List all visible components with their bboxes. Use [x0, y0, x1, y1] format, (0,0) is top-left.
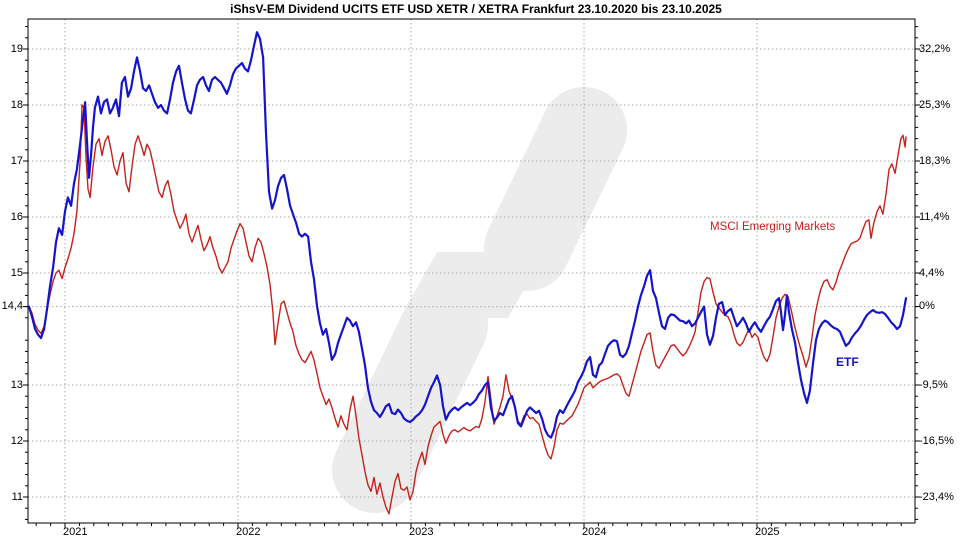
y-axis-right-tick-label: 0% [919, 300, 935, 313]
y-axis-right-tick-label: 18,3% [919, 154, 951, 167]
x-axis-year-label: 2021 [63, 526, 88, 538]
series-line-msci [28, 104, 907, 515]
watermark-logo-icon [332, 87, 627, 513]
series-line-etf [27, 31, 908, 439]
y-axis-left-tick-label: 17 [10, 154, 23, 167]
x-axis-year-label: 2023 [409, 526, 434, 538]
y-axis-right-tick-label: 25,3% [919, 98, 951, 111]
x-axis-year-label: 2024 [582, 526, 607, 538]
y-axis-left-tick-label: 18 [10, 98, 23, 111]
y-axis-left-tick-label: 19 [10, 42, 23, 55]
gridlines [28, 19, 915, 523]
y-axis-right-tick-label: 4,4% [919, 266, 945, 279]
x-axis-year-label: 2022 [236, 526, 261, 538]
series-label-msci: MSCI Emerging Markets [710, 221, 836, 233]
y-axis-left-tick-label: 13 [10, 378, 23, 391]
y-axis-left-tick-label: 15 [10, 266, 23, 279]
y-axis-left-tick-label: 16 [10, 210, 23, 223]
y-axis-right-tick-label: 32,2% [919, 42, 951, 55]
x-axis-year-label: 2025 [755, 526, 780, 538]
series-label-etf: ETF [836, 355, 859, 369]
y-axis-right-tick-label: -16,5% [919, 434, 954, 447]
y-axis-left-tick-label: 11 [11, 490, 23, 503]
y-axis-right-tick-label: -23,4% [919, 490, 954, 503]
y-axis-left-tick-label: 12 [10, 434, 23, 447]
chart-title: iShsV-EM Dividend UCITS ETF USD XETR / X… [230, 2, 722, 16]
plot-frame [27, 18, 916, 524]
y-axis-left-tick-label: 14,4 [1, 300, 23, 313]
y-axis-right-tick-label: 11,4% [919, 210, 950, 223]
y-axis-right-tick-label: -9,5% [919, 378, 948, 391]
